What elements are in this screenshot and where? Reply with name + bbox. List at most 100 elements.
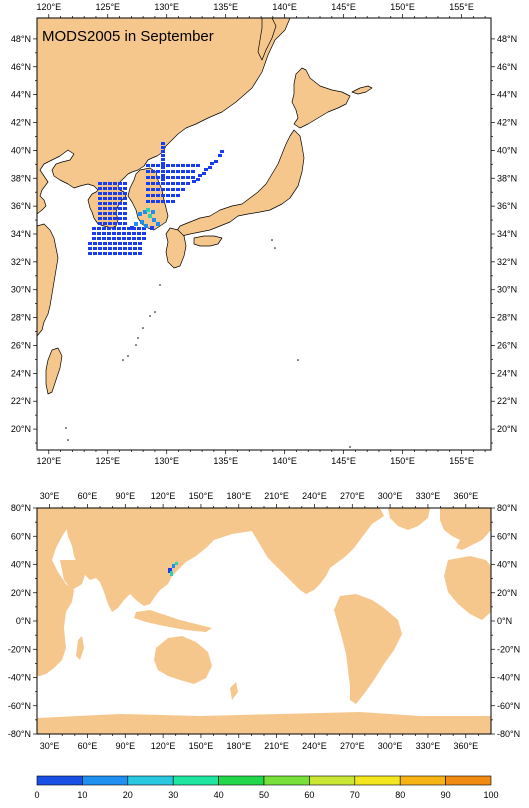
obs-cell bbox=[171, 164, 175, 167]
lon-label-top: 150°E bbox=[390, 2, 415, 12]
obs-cell bbox=[92, 227, 96, 230]
lon-label-top: 240°E bbox=[302, 491, 327, 501]
obs-cell bbox=[108, 207, 112, 210]
obs-cell bbox=[161, 146, 165, 149]
obs-cell bbox=[161, 178, 165, 181]
obs-cell bbox=[98, 217, 102, 220]
obs-cell bbox=[123, 242, 127, 245]
lat-label-right: -20°N bbox=[497, 644, 520, 654]
obs-cell bbox=[108, 187, 112, 190]
obs-cell bbox=[123, 182, 127, 185]
obs-cell bbox=[176, 176, 180, 179]
colorbar-label: 90 bbox=[441, 790, 451, 800]
lat-label-right: 20°N bbox=[497, 588, 517, 598]
obs-cell bbox=[113, 187, 117, 190]
colorbar-box bbox=[263, 775, 310, 786]
kuril bbox=[351, 85, 373, 95]
obs-cell bbox=[166, 176, 170, 179]
obs-cell bbox=[113, 202, 117, 205]
antarctica bbox=[37, 712, 491, 734]
obs-cell bbox=[196, 178, 200, 181]
lon-label-top: 150°E bbox=[189, 491, 214, 501]
obs-cell bbox=[92, 237, 96, 240]
obs-cell bbox=[214, 160, 218, 163]
lon-label-bottom: 125°E bbox=[95, 456, 120, 466]
obs-cell bbox=[161, 164, 165, 167]
lon-label-bottom: 120°E bbox=[36, 456, 61, 466]
obs-cell bbox=[146, 208, 150, 212]
global-tick-labels: 30°E 30°E 60°E 60°E 90°E 90°E 120°E 120°E 150°E 1… bbox=[8, 491, 520, 751]
colorbar-label: 10 bbox=[77, 790, 87, 800]
lon-label-bottom: 60°E bbox=[78, 741, 98, 751]
obs-cell bbox=[118, 192, 122, 195]
lon-label-top: 135°E bbox=[213, 2, 238, 12]
obs-cell bbox=[98, 212, 102, 215]
lat-label-left: 40°N bbox=[11, 560, 31, 570]
obs-cell bbox=[156, 194, 160, 197]
obs-cell bbox=[103, 187, 107, 190]
colorbar-box bbox=[172, 775, 219, 786]
australia bbox=[154, 636, 212, 684]
obs-cell bbox=[161, 158, 165, 161]
obs-cell bbox=[103, 247, 107, 250]
obs-cell bbox=[152, 218, 156, 222]
obs-cell bbox=[176, 188, 180, 191]
obs-cell bbox=[161, 162, 165, 165]
obs-cell bbox=[128, 252, 132, 255]
obs-cell bbox=[118, 252, 122, 255]
obs-cell bbox=[142, 237, 146, 240]
lat-label-left: 34°N bbox=[11, 229, 31, 239]
obs-cell bbox=[181, 170, 185, 173]
obs-cell bbox=[150, 226, 154, 230]
lon-label-bottom: 300°E bbox=[378, 741, 403, 751]
obs-cell bbox=[113, 217, 117, 220]
obs-cell bbox=[123, 187, 127, 190]
obs-cell bbox=[151, 188, 155, 191]
colorbar-labels: 0 10 20 30 40 50 60 70 80 90 100 bbox=[34, 790, 498, 800]
obs-cell bbox=[151, 170, 155, 173]
colorbar-box bbox=[399, 775, 446, 786]
obs-cell bbox=[123, 202, 127, 205]
obs-cell bbox=[103, 197, 107, 200]
mainland-asia-south bbox=[36, 223, 59, 337]
lon-label-top: 130°E bbox=[154, 2, 179, 12]
regional-land bbox=[36, 17, 373, 395]
obs-cell bbox=[138, 212, 142, 216]
new-zealand bbox=[230, 682, 238, 700]
obs-cell bbox=[146, 200, 150, 203]
obs-cell bbox=[113, 197, 117, 200]
obs-cell bbox=[137, 237, 141, 240]
obs-cell bbox=[161, 174, 165, 177]
lat-label-left: -20°N bbox=[8, 644, 31, 654]
obs-cell bbox=[118, 217, 122, 220]
obs-cell bbox=[161, 166, 165, 169]
lat-label-left: 40°N bbox=[11, 145, 31, 155]
obs-cell bbox=[196, 164, 200, 167]
obs-cell bbox=[166, 200, 170, 203]
lat-label-left: 80°N bbox=[11, 503, 31, 513]
obs-cell bbox=[127, 232, 131, 235]
obs-cell bbox=[161, 200, 165, 203]
colorbar-label: 70 bbox=[350, 790, 360, 800]
obs-cell bbox=[208, 166, 212, 169]
lon-label-top: 145°E bbox=[331, 2, 356, 12]
obs-cell bbox=[146, 182, 150, 185]
lat-label-left: -40°N bbox=[8, 673, 31, 683]
sakhalin bbox=[257, 17, 277, 61]
lon-label-top: 140°E bbox=[272, 2, 297, 12]
obs-cell bbox=[166, 170, 170, 173]
lat-label-left: 42°N bbox=[11, 118, 31, 128]
obs-cell bbox=[140, 220, 144, 224]
lon-label-top: 90°E bbox=[115, 491, 135, 501]
lon-label-bottom: 210°E bbox=[264, 741, 289, 751]
obs-cell bbox=[161, 188, 165, 191]
obs-cell bbox=[108, 192, 112, 195]
obs-cell bbox=[98, 222, 102, 225]
obs-cell bbox=[118, 242, 122, 245]
obs-cell bbox=[156, 182, 160, 185]
lat-label-right: 26°N bbox=[497, 340, 517, 350]
obs-cell bbox=[88, 252, 92, 255]
obs-cell bbox=[133, 252, 137, 255]
lat-label-left: 32°N bbox=[11, 257, 31, 267]
obs-cell bbox=[107, 232, 111, 235]
